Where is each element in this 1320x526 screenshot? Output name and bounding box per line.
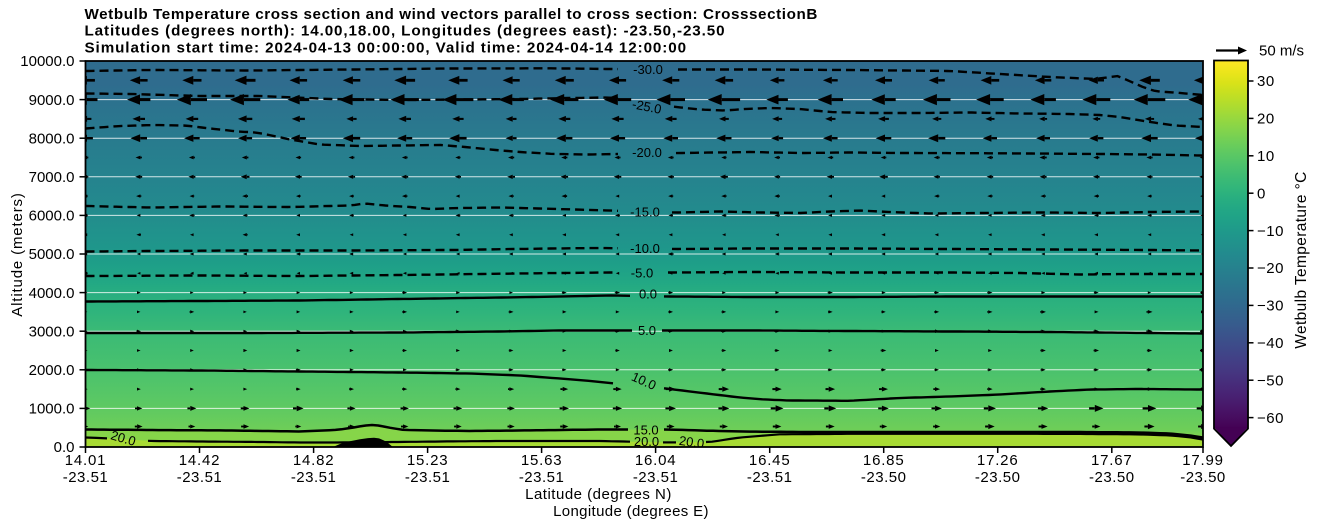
svg-text:30: 30 bbox=[1257, 73, 1275, 90]
svg-text:−40: −40 bbox=[1257, 335, 1284, 352]
svg-text:17.67: 17.67 bbox=[1091, 452, 1133, 469]
svg-text:20.0: 20.0 bbox=[678, 433, 705, 451]
svg-text:20.0: 20.0 bbox=[634, 434, 659, 449]
svg-text:-23.50: -23.50 bbox=[1180, 469, 1226, 486]
svg-text:7000.0: 7000.0 bbox=[29, 169, 75, 186]
svg-text:Latitude (degrees N): Latitude (degrees N) bbox=[525, 486, 672, 503]
svg-text:−50: −50 bbox=[1257, 372, 1284, 389]
svg-text:17.26: 17.26 bbox=[977, 452, 1019, 469]
svg-text:4000.0: 4000.0 bbox=[29, 285, 75, 302]
svg-text:−30: −30 bbox=[1257, 298, 1284, 315]
svg-text:20.0: 20.0 bbox=[109, 427, 137, 448]
svg-text:-15.0: -15.0 bbox=[630, 205, 660, 220]
svg-text:17.99: 17.99 bbox=[1182, 452, 1224, 469]
svg-text:Longitude (degrees E): Longitude (degrees E) bbox=[553, 503, 709, 520]
svg-text:2000.0: 2000.0 bbox=[29, 362, 75, 379]
svg-text:Wetbulb Temperature °C: Wetbulb Temperature °C bbox=[1293, 171, 1310, 348]
svg-text:8000.0: 8000.0 bbox=[29, 130, 75, 147]
svg-text:16.85: 16.85 bbox=[863, 452, 905, 469]
svg-text:16.45: 16.45 bbox=[749, 452, 791, 469]
svg-text:15.23: 15.23 bbox=[407, 452, 449, 469]
svg-text:16.04: 16.04 bbox=[635, 452, 677, 469]
svg-text:1000.0: 1000.0 bbox=[29, 401, 75, 418]
svg-text:Simulation start time: 2024-04: Simulation start time: 2024-04-13 00:00:… bbox=[85, 39, 688, 56]
svg-text:0.0: 0.0 bbox=[54, 439, 75, 456]
svg-text:-5.0: -5.0 bbox=[631, 266, 653, 281]
svg-text:20: 20 bbox=[1257, 111, 1275, 128]
svg-text:-23.51: -23.51 bbox=[63, 469, 109, 486]
svg-text:−20: −20 bbox=[1257, 260, 1284, 277]
svg-text:-23.51: -23.51 bbox=[405, 469, 451, 486]
svg-text:15.63: 15.63 bbox=[521, 452, 563, 469]
svg-text:-25.0: -25.0 bbox=[631, 96, 663, 116]
svg-text:14.01: 14.01 bbox=[65, 452, 107, 469]
svg-text:−60: −60 bbox=[1257, 410, 1284, 427]
svg-text:6000.0: 6000.0 bbox=[29, 208, 75, 225]
svg-text:−10: −10 bbox=[1257, 223, 1284, 240]
svg-text:50 m/s: 50 m/s bbox=[1259, 43, 1304, 60]
svg-text:14.82: 14.82 bbox=[293, 452, 335, 469]
svg-text:-23.51: -23.51 bbox=[747, 469, 793, 486]
svg-text:5000.0: 5000.0 bbox=[29, 246, 75, 263]
svg-text:15.0: 15.0 bbox=[633, 423, 658, 438]
svg-text:10000.0: 10000.0 bbox=[20, 53, 74, 70]
svg-text:-23.51: -23.51 bbox=[633, 469, 679, 486]
svg-text:0: 0 bbox=[1257, 185, 1266, 202]
svg-text:-10.0: -10.0 bbox=[630, 241, 660, 256]
svg-text:0.0: 0.0 bbox=[639, 287, 657, 302]
svg-text:14.42: 14.42 bbox=[179, 452, 221, 469]
svg-text:3000.0: 3000.0 bbox=[29, 323, 75, 340]
svg-text:Wetbulb Temperature cross sect: Wetbulb Temperature cross section and wi… bbox=[85, 6, 818, 23]
svg-text:-23.50: -23.50 bbox=[1089, 469, 1135, 486]
svg-text:-20.0: -20.0 bbox=[632, 145, 662, 160]
svg-text:-23.51: -23.51 bbox=[291, 469, 337, 486]
svg-text:10: 10 bbox=[1257, 148, 1275, 165]
svg-text:-23.50: -23.50 bbox=[975, 469, 1021, 486]
svg-text:-23.51: -23.51 bbox=[177, 469, 223, 486]
svg-text:-23.51: -23.51 bbox=[519, 469, 565, 486]
svg-text:Altitude (meters): Altitude (meters) bbox=[9, 192, 26, 316]
svg-text:Latitudes (degrees north): 14.: Latitudes (degrees north): 14.00,18.00, … bbox=[85, 23, 726, 40]
svg-text:-23.50: -23.50 bbox=[861, 469, 907, 486]
svg-text:-30.0: -30.0 bbox=[633, 62, 663, 77]
svg-text:9000.0: 9000.0 bbox=[29, 92, 75, 109]
svg-text:5.0: 5.0 bbox=[638, 323, 656, 338]
